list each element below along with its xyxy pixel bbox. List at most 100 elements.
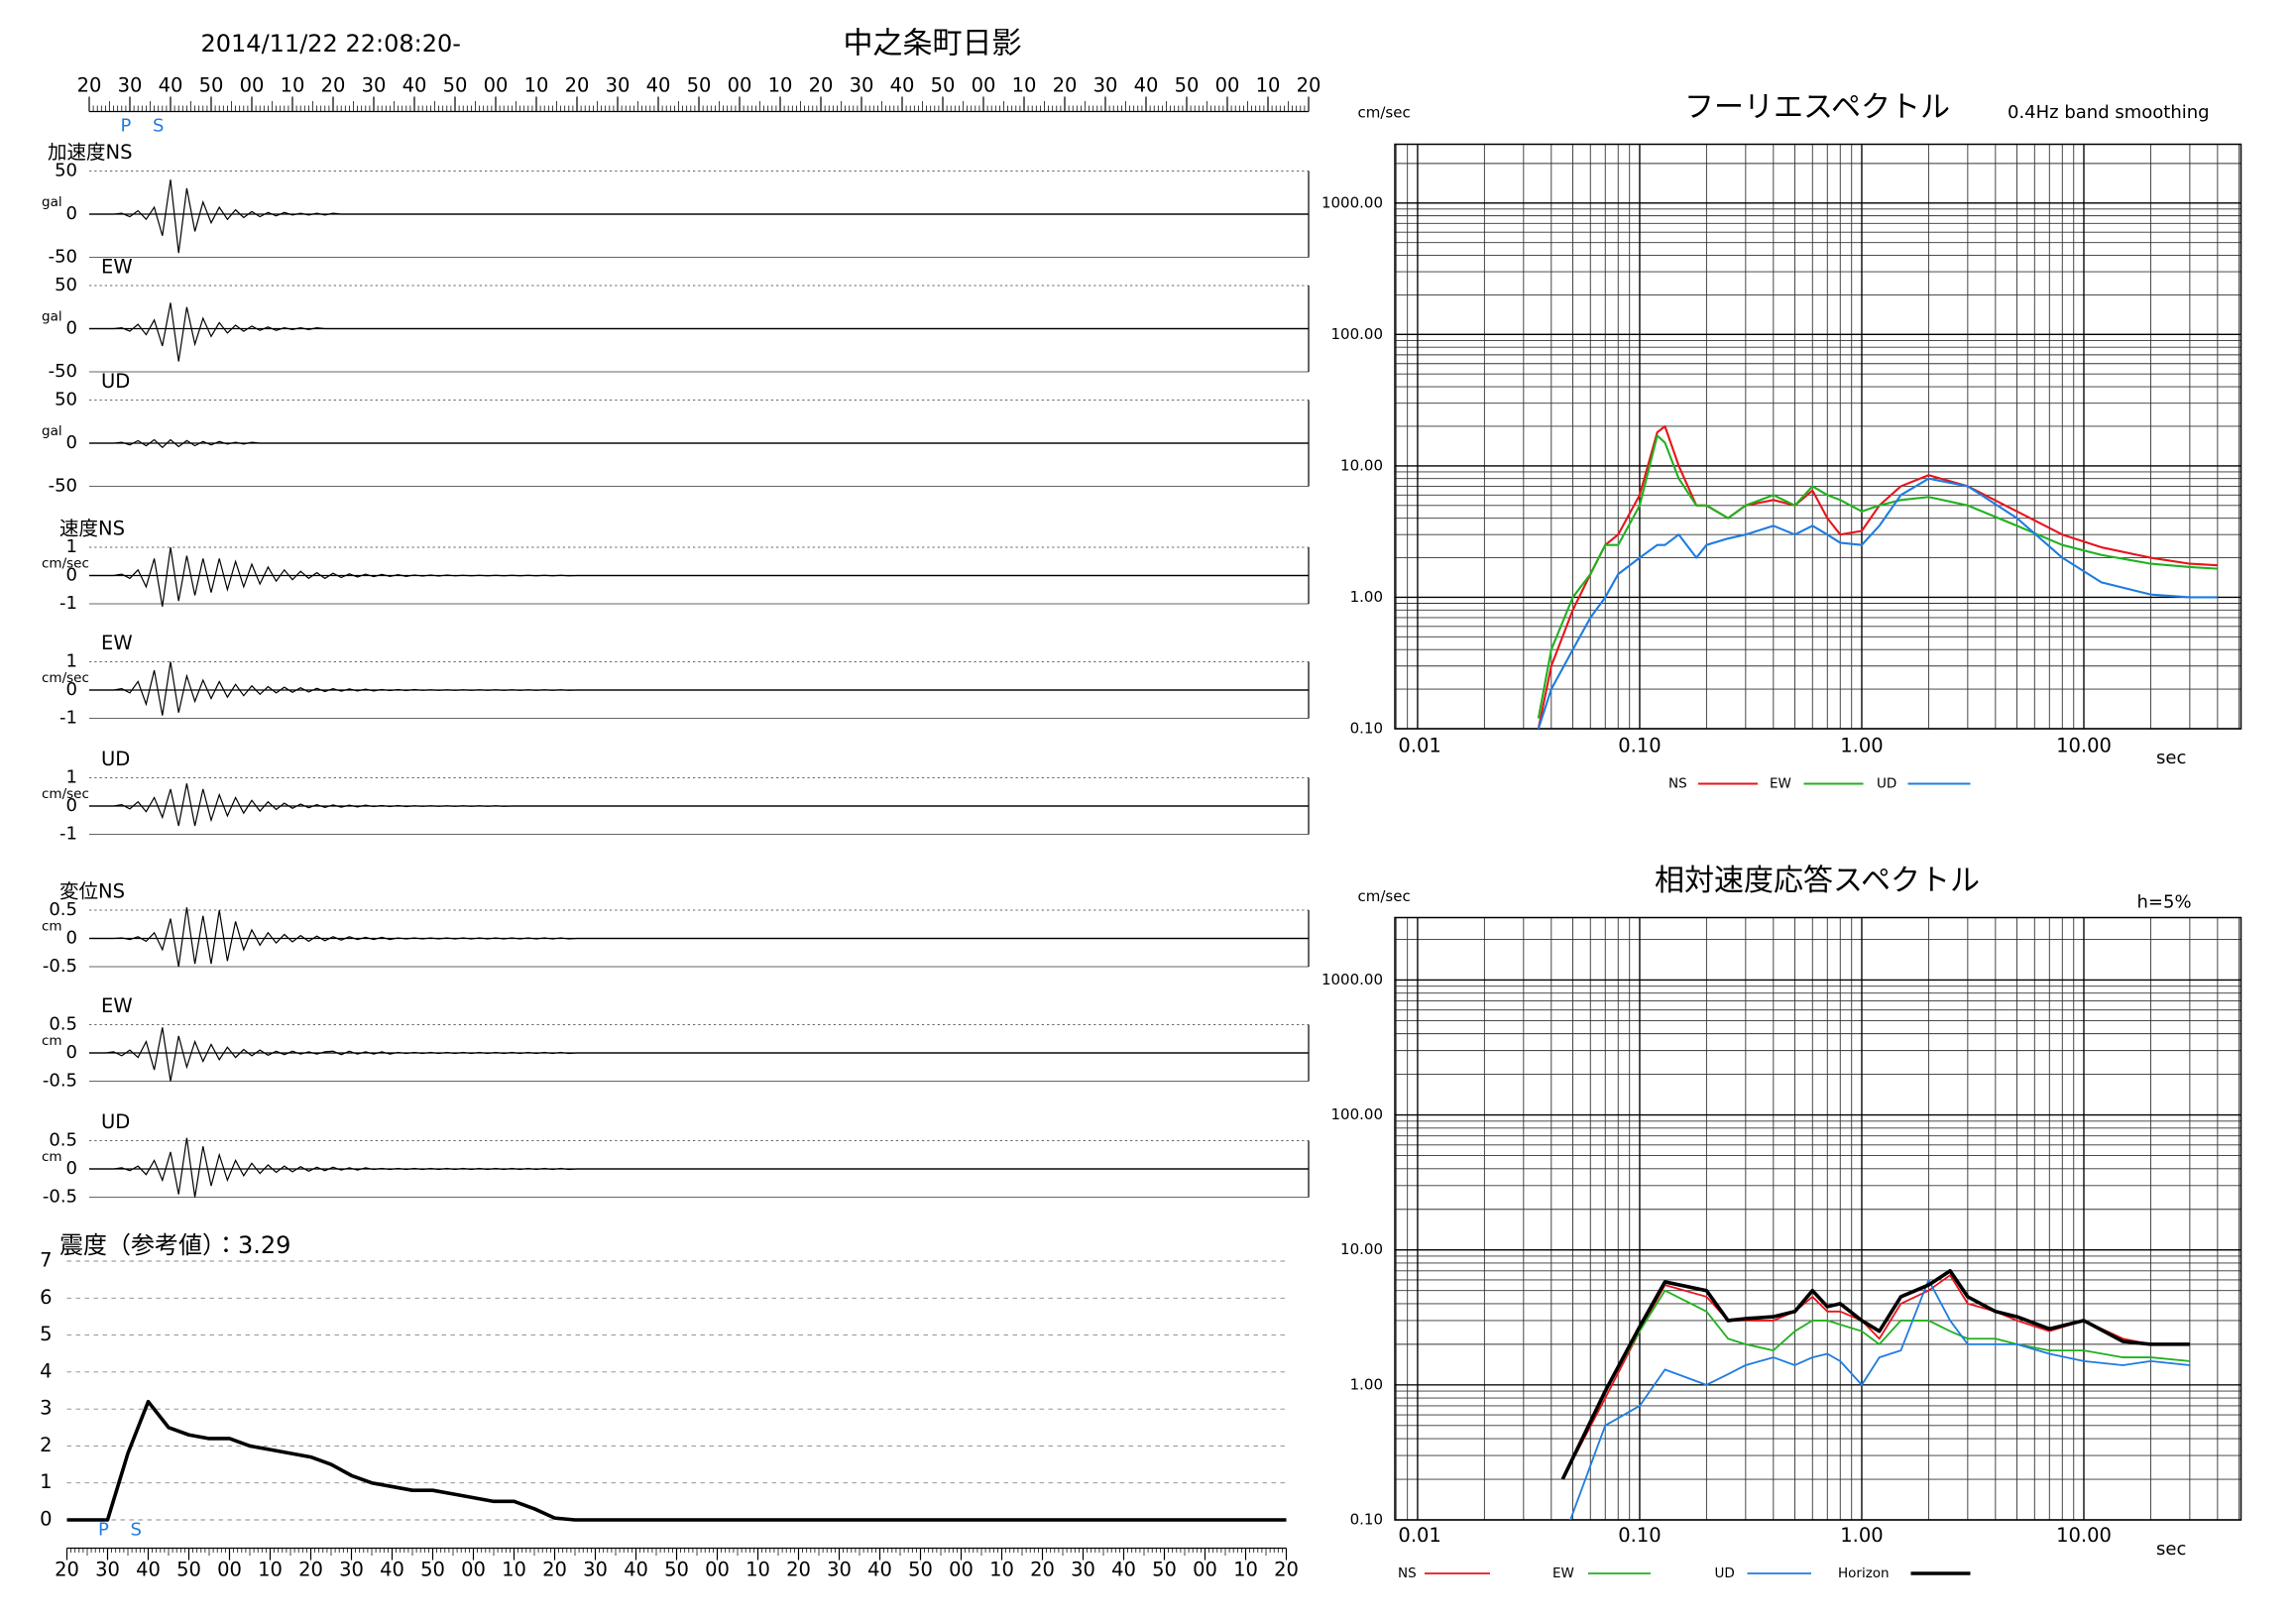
plot-frame [1394,916,2242,1521]
spectrum-line [1569,1279,2190,1521]
waveform [89,179,1309,254]
y-tick-label: 1.00 [1350,1375,1383,1393]
x-tick-label: 00 [1193,1559,1217,1581]
y-tick-label: 4 [40,1359,52,1382]
x-tick-label: 10 [524,74,549,97]
x-tick-label: 10.00 [2056,1524,2112,1547]
x-tick-label: 40 [136,1559,161,1581]
x-tick-label: 30 [850,74,874,97]
x-tick-label: 00 [1215,74,1240,97]
y-tick-label: 0 [66,203,77,224]
y-tick-label: 100.00 [1331,325,1384,343]
x-tick-label: 10 [1256,74,1281,97]
x-tick-label: 20 [542,1559,567,1581]
y-tick-label: 0 [40,1508,52,1531]
y-tick-label: -1 [59,824,77,845]
y-axis-label: cm/sec [1358,887,1411,905]
x-tick-label: 30 [606,74,631,97]
y-tick-label: -0.5 [43,956,77,977]
station-title: 中之条町日影 [844,27,1022,61]
x-tick-label: 10 [746,1559,770,1581]
x-tick-label: 00 [461,1559,486,1581]
x-tick-label: 40 [380,1559,404,1581]
y-tick-label: 10.00 [1340,1240,1383,1258]
y-tick-label: 2 [40,1434,52,1456]
x-tick-label: 20 [55,1559,79,1581]
y-tick-label: 0 [66,432,77,453]
y-tick-label: 1.00 [1350,588,1383,606]
x-tick-label: 40 [1134,74,1159,97]
x-tick-label: 50 [176,1559,201,1581]
y-tick-label: 1 [66,536,77,557]
x-tick-label: 10 [989,1559,1014,1581]
phase-marker: P [98,1520,109,1541]
x-tick-label: 40 [624,1559,648,1581]
x-tick-label: 50 [420,1559,445,1581]
panel-label: UD [101,370,130,393]
spectrum-line [1537,434,2218,719]
x-tick-label: 20 [786,1559,811,1581]
phase-marker: S [153,116,164,137]
x-tick-label: 50 [908,1559,933,1581]
waveform [89,302,1309,362]
y-tick-label: -0.5 [43,1187,77,1208]
y-tick-label: -0.5 [43,1071,77,1092]
panel-label: UD [101,748,130,770]
y-axis-label: cm/sec [1358,104,1411,122]
panel-label: EW [101,256,133,279]
x-tick-label: 00 [705,1559,730,1581]
x-tick-label: 1.00 [1840,1524,1883,1547]
y-tick-label: 0.5 [49,1130,77,1151]
x-tick-label: 30 [827,1559,852,1581]
x-tick-label: 00 [240,74,265,97]
waveform [89,1027,1309,1082]
waveform [89,907,1309,968]
y-tick-label: -50 [49,361,77,382]
y-tick-label: 0 [66,679,77,700]
x-tick-label: 10 [281,74,305,97]
y-tick-label: 0 [66,1158,77,1179]
x-tick-label: 0.10 [1618,1524,1661,1547]
waveform [89,661,1309,716]
panel-label: UD [101,1110,130,1133]
x-tick-label: 30 [362,74,387,97]
panel-label: 速度NS [59,518,125,540]
chart-subtitle: 0.4Hz band smoothing [2008,102,2210,123]
x-tick-label: 40 [646,74,671,97]
y-tick-label: 1 [40,1470,52,1493]
y-tick-label: 100.00 [1331,1105,1384,1123]
x-tick-label: 20 [1030,1559,1055,1581]
x-tick-label: 50 [1175,74,1200,97]
y-tick-label: 0.10 [1350,720,1383,738]
x-tick-label: 20 [298,1559,323,1581]
y-tick-label: 0.5 [49,899,77,920]
intensity-line [66,1399,1287,1522]
panel-label: 加速度NS [48,141,132,164]
x-tick-label: 40 [159,74,183,97]
x-tick-label: 10 [768,74,793,97]
x-tick-label: 0.01 [1398,735,1440,757]
panel-label: EW [101,994,133,1017]
spectrum-line [1561,1274,2190,1480]
x-tick-label: 20 [321,74,346,97]
x-tick-label: 20 [565,74,590,97]
spectrum-line [1537,477,2218,730]
y-tick-label: 0 [66,1042,77,1063]
x-tick-label: 30 [339,1559,364,1581]
record-date: 2014/11/22 22:08:20- [201,30,461,58]
y-tick-label: 0.5 [49,1014,77,1035]
unit-label: cm [42,1149,62,1165]
x-tick-label: 40 [1111,1559,1136,1581]
y-tick-label: 10.00 [1340,456,1383,474]
x-tick-label: 20 [809,74,834,97]
unit-label: cm [42,1033,62,1049]
chart-title: 震度（参考値）：3.29 [59,1231,290,1259]
x-tick-label: 50 [931,74,956,97]
y-tick-label: -50 [49,247,77,268]
y-tick-label: 0 [66,565,77,586]
plot-frame [1394,143,2242,730]
x-tick-label: 50 [664,1559,689,1581]
x-tick-label: 30 [95,1559,120,1581]
